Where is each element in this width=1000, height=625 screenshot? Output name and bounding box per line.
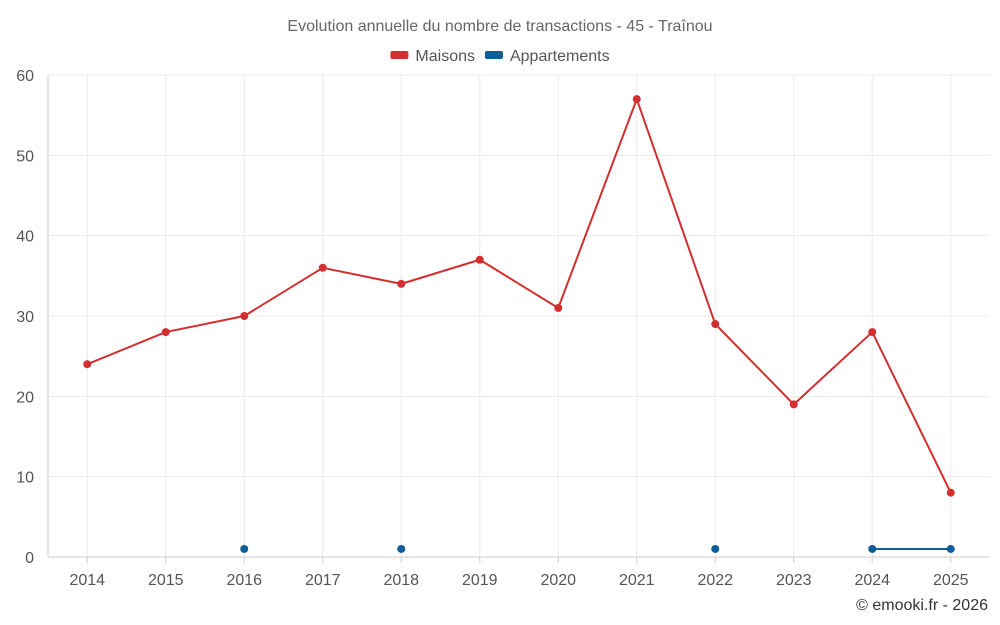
x-axis: 2014 2015 2016 2017 2018 2019 2020 2021 2022 2023… [48,556,990,589]
y-tick-label: 20 [16,389,34,406]
x-tick-label: 2015 [148,572,184,589]
chart-title: Evolution annuelle du nombre de transact… [287,18,712,35]
data-point-maisons-2014[interactable] [83,360,92,369]
data-point-maisons-2015[interactable] [161,328,170,337]
data-point-maisons-2023[interactable] [789,400,798,409]
x-tick-label: 2014 [69,572,105,589]
legend-label-appartements: Appartements [510,48,610,65]
data-point-maisons-2021[interactable] [632,95,641,104]
series-line-segment-maisons [243,266,324,317]
series-line-segment-maisons [635,98,717,326]
x-tick-label: 2019 [462,572,498,589]
x-tick-label: 2020 [540,572,576,589]
series-line-segment-maisons [164,315,246,334]
legend-label-maisons: Maisons [415,48,475,65]
data-point-maisons-2024[interactable] [868,328,877,337]
series-line-segment-maisons [478,258,560,309]
x-tick-label: 2024 [854,572,890,589]
grid [48,74,990,557]
x-tick-label: 2017 [305,572,341,589]
y-tick-label: 40 [16,229,34,246]
series-appartements [240,544,955,553]
data-point-maisons-2025[interactable] [946,488,955,497]
x-tick-label: 2018 [383,572,419,589]
chart-credit: © emooki.fr - 2026 [856,597,988,614]
legend-item-maisons[interactable]: Maisons [390,48,475,65]
data-point-maisons-2018[interactable] [397,279,406,288]
data-point-appartements-2016[interactable] [240,544,249,553]
data-point-appartements-2022[interactable] [711,544,720,553]
y-tick-label: 0 [25,550,34,567]
data-point-maisons-2019[interactable] [475,255,484,264]
data-point-appartements-2025[interactable] [946,544,955,553]
series-line-segment-maisons [557,98,638,309]
y-tick-label: 10 [16,470,34,487]
x-tick-label: 2016 [226,572,262,589]
x-tick-label: 2021 [619,572,655,589]
legend-swatch-appartements [484,51,503,59]
y-tick-label: 50 [16,148,34,165]
series-layer [83,95,955,553]
data-point-maisons-2016[interactable] [240,312,249,320]
data-point-maisons-2020[interactable] [554,303,563,312]
y-tick-label: 30 [16,309,34,326]
series-line-segment-maisons [86,331,167,366]
data-point-appartements-2018[interactable] [397,544,406,553]
series-line-segment-maisons [714,323,795,406]
y-tick-label: 60 [16,68,34,85]
legend-item-appartements[interactable]: Appartements [484,48,610,65]
data-point-appartements-2024[interactable] [868,544,877,553]
data-point-maisons-2017[interactable] [318,263,327,272]
x-tick-label: 2023 [776,572,812,589]
series-maisons [83,95,955,497]
series-line-segment-maisons [321,266,403,285]
series-line-segment-maisons [400,258,481,285]
y-axis: 0 10 20 30 40 50 60 [16,68,49,567]
series-line-segment-maisons [871,331,952,494]
legend: Maisons Appartements [390,48,610,65]
x-tick-label: 2025 [933,572,969,589]
x-tick-label: 2022 [697,572,733,589]
data-point-maisons-2022[interactable] [711,320,720,329]
legend-swatch-maisons [390,51,409,59]
series-line-segment-maisons [792,331,874,406]
